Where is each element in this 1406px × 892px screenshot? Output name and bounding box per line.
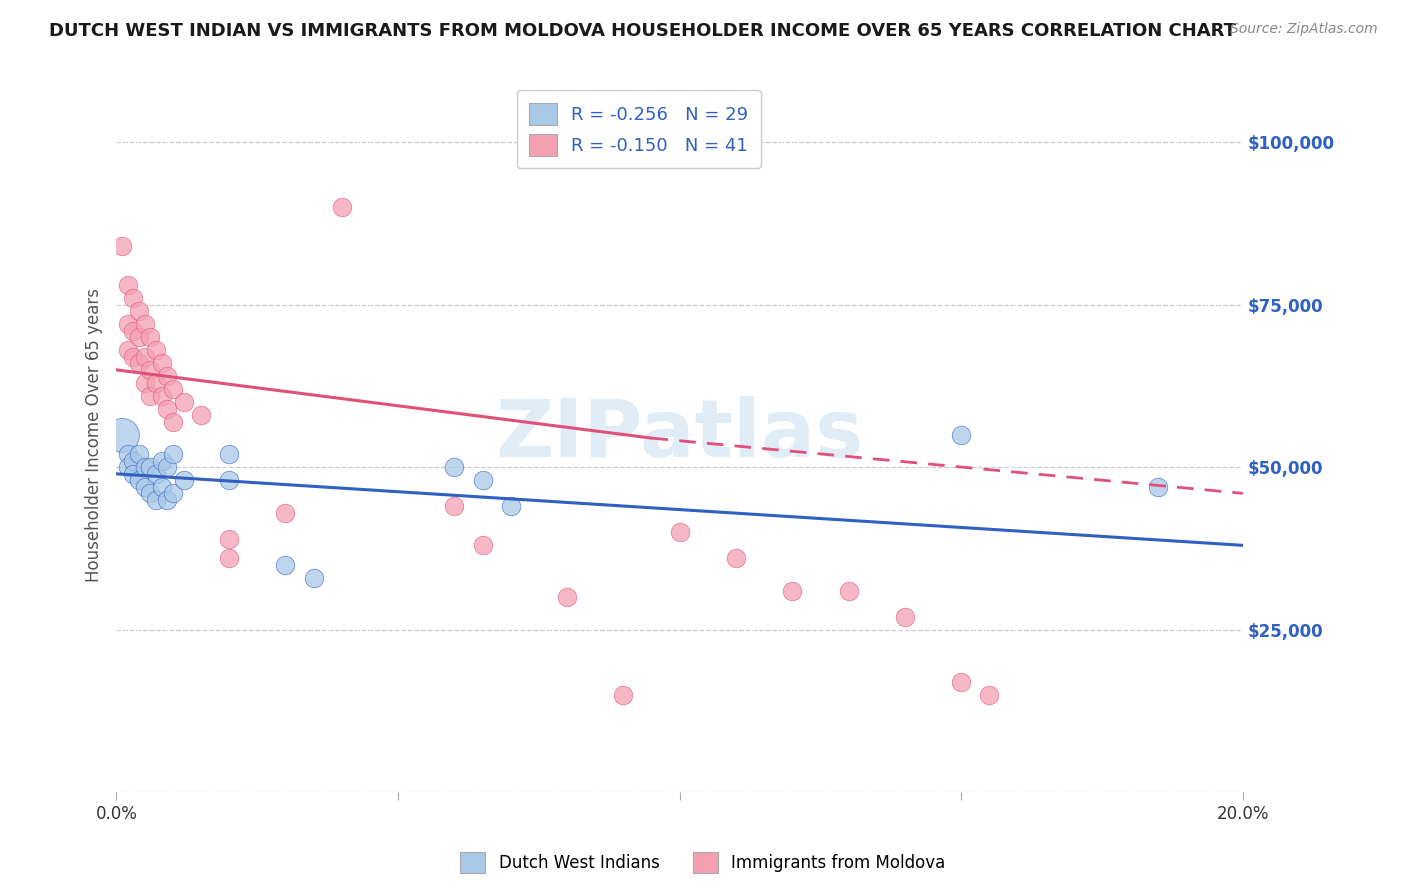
Text: Source: ZipAtlas.com: Source: ZipAtlas.com (1230, 22, 1378, 37)
Point (134, 350, 156, 364)
Point (162, 383, 184, 397)
Point (134, 460, 156, 475)
Point (156, 369, 179, 384)
Point (150, 356, 173, 370)
Point (111, 239, 134, 253)
Point (145, 492, 167, 507)
Point (122, 454, 145, 468)
Point (471, 474, 494, 488)
Point (302, 571, 325, 585)
Point (173, 395, 195, 409)
Point (218, 532, 240, 546)
Point (117, 343, 139, 358)
Point (150, 454, 173, 468)
Point (139, 486, 162, 500)
Point (162, 486, 184, 500)
Point (443, 460, 465, 475)
Point (150, 480, 173, 494)
Point (162, 415, 184, 429)
Point (612, 688, 634, 702)
Text: DUTCH WEST INDIAN VS IMMIGRANTS FROM MOLDOVA HOUSEHOLDER INCOME OVER 65 YEARS CO: DUTCH WEST INDIAN VS IMMIGRANTS FROM MOL… (49, 22, 1236, 40)
Point (128, 447, 150, 461)
Point (173, 474, 195, 488)
Point (117, 318, 139, 332)
Point (117, 278, 139, 293)
Point (443, 500, 465, 514)
Point (471, 538, 494, 552)
Point (499, 500, 522, 514)
Point (128, 474, 150, 488)
Point (122, 324, 145, 338)
Point (156, 492, 179, 507)
Point (1147, 480, 1170, 494)
Text: ZIPatlas: ZIPatlas (495, 396, 863, 474)
Point (782, 583, 804, 598)
Point (134, 318, 156, 332)
Point (128, 356, 150, 370)
Point (145, 343, 167, 358)
Point (122, 292, 145, 306)
Point (156, 460, 179, 475)
Point (724, 551, 747, 566)
Point (145, 376, 167, 390)
Point (218, 474, 240, 488)
Point (218, 551, 240, 566)
Point (330, 201, 353, 215)
Point (128, 304, 150, 318)
Legend: Dutch West Indians, Immigrants from Moldova: Dutch West Indians, Immigrants from Mold… (454, 846, 952, 880)
Point (156, 401, 179, 416)
Point (117, 447, 139, 461)
Point (218, 447, 240, 461)
Point (950, 674, 973, 689)
Point (274, 506, 297, 520)
Point (122, 467, 145, 481)
Point (128, 330, 150, 344)
Point (139, 460, 162, 475)
Point (139, 363, 162, 377)
Point (838, 583, 860, 598)
Point (150, 389, 173, 403)
Y-axis label: Householder Income Over 65 years: Householder Income Over 65 years (86, 288, 103, 582)
Point (122, 350, 145, 364)
Point (979, 688, 1001, 702)
Point (555, 591, 578, 605)
Point (894, 610, 917, 624)
Point (134, 480, 156, 494)
Point (145, 467, 167, 481)
Point (134, 376, 156, 390)
Point (111, 428, 134, 442)
Point (190, 409, 212, 423)
Point (950, 428, 973, 442)
Point (139, 330, 162, 344)
Legend: R = -0.256   N = 29, R = -0.150   N = 41: R = -0.256 N = 29, R = -0.150 N = 41 (517, 90, 761, 169)
Point (162, 447, 184, 461)
Point (668, 525, 690, 540)
Point (139, 389, 162, 403)
Point (117, 460, 139, 475)
Point (274, 558, 297, 572)
